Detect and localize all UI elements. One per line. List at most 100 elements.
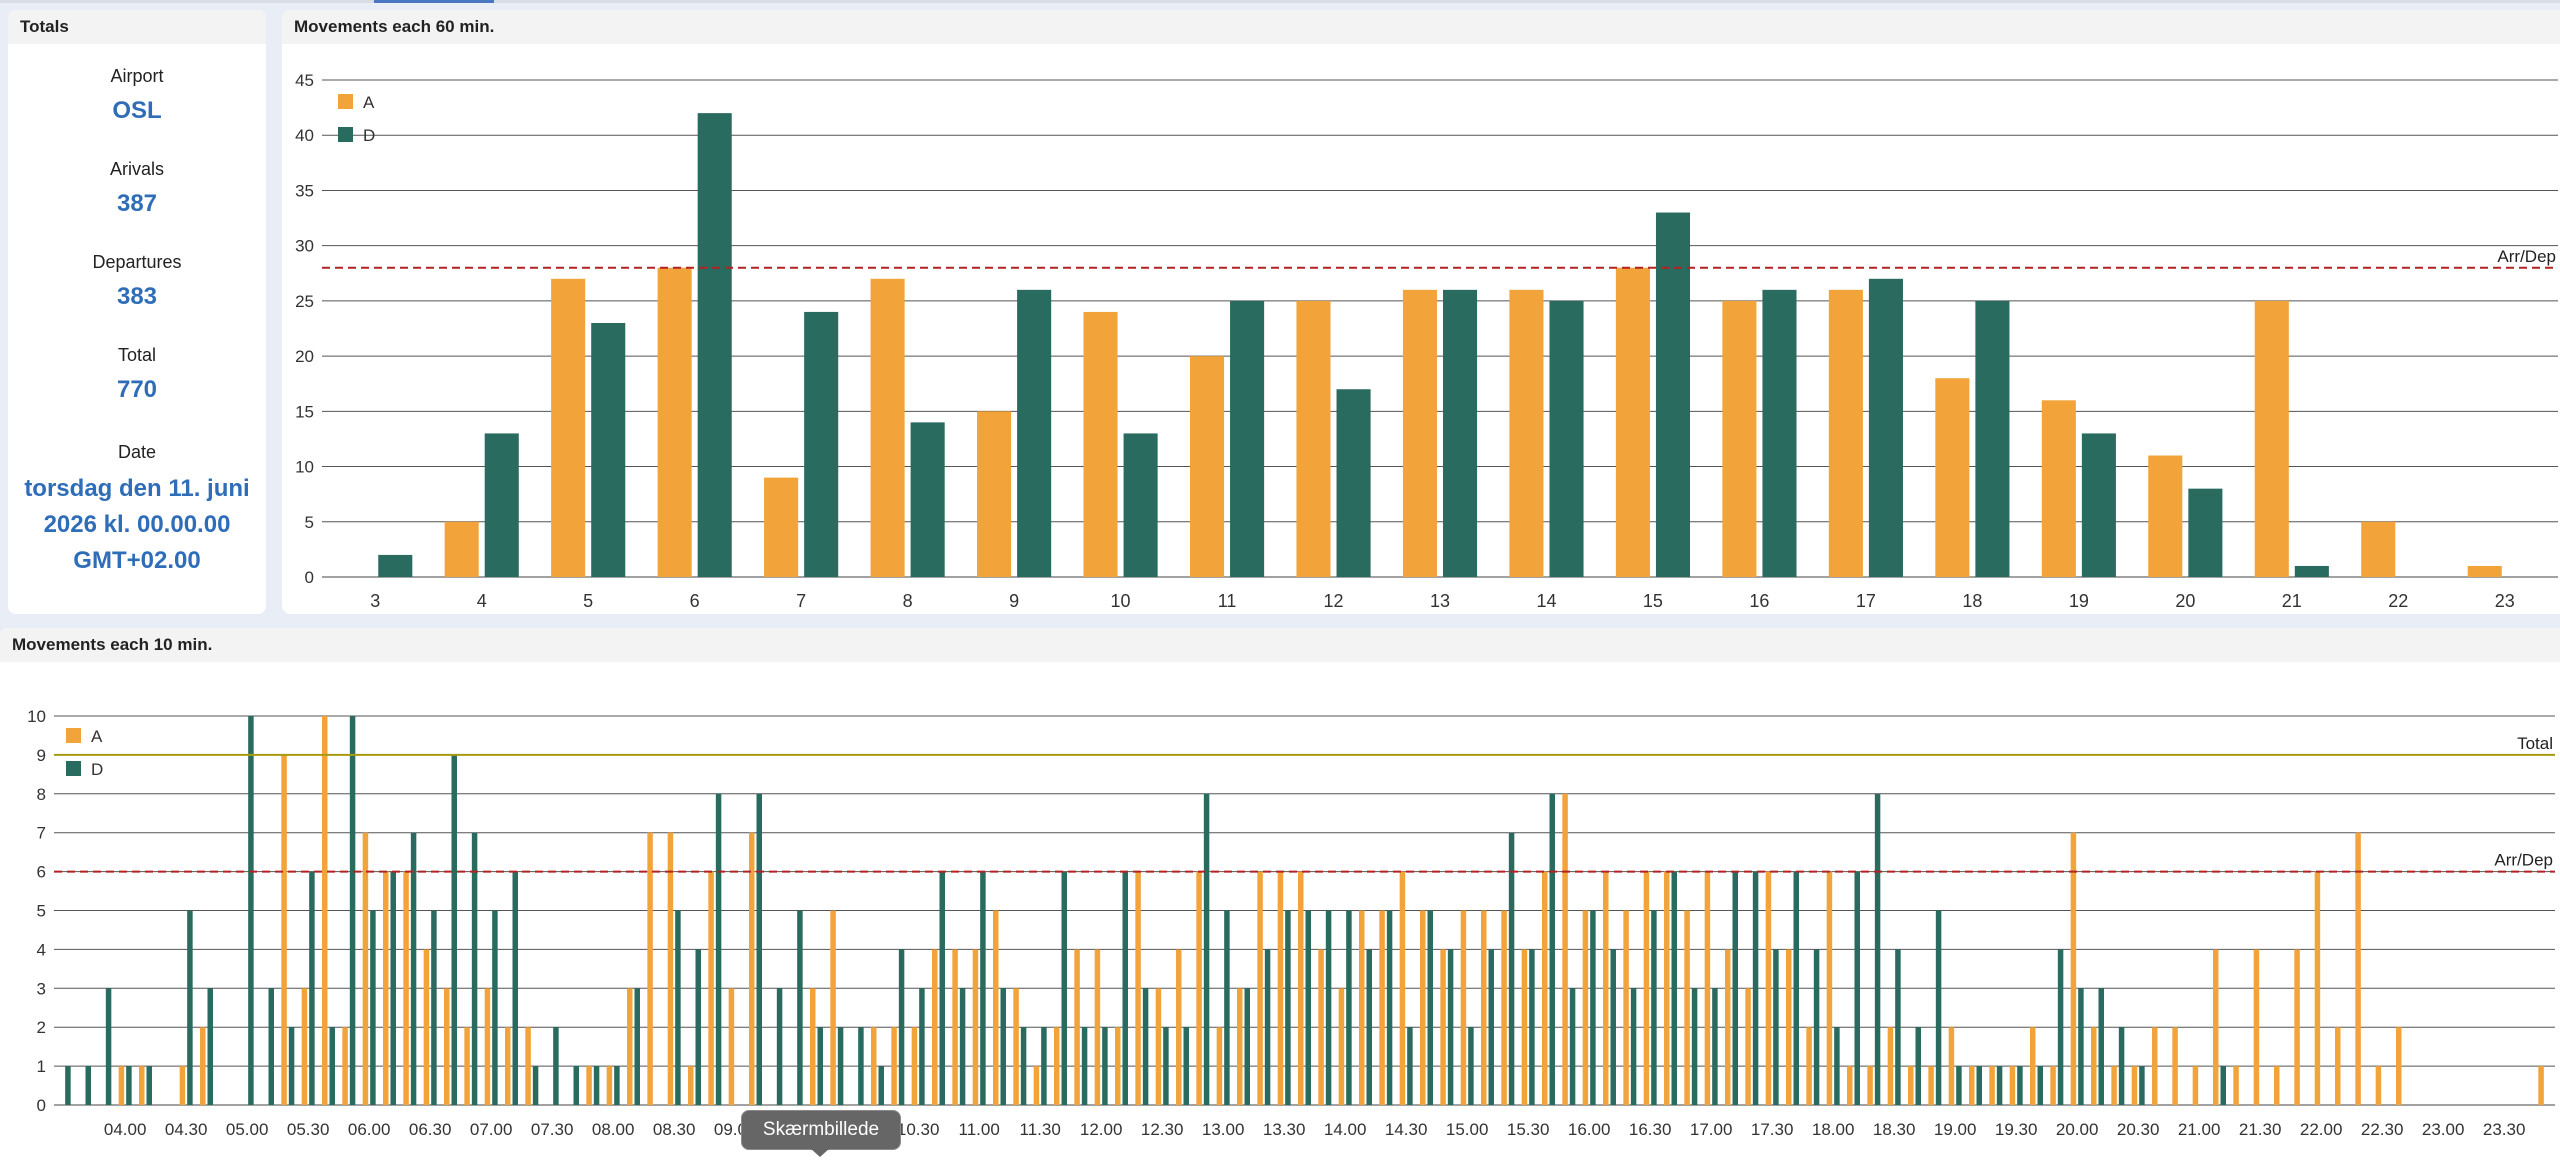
x-tick-label: 19 xyxy=(2069,591,2089,611)
bar-A xyxy=(667,832,674,1105)
y-tick-label: 7 xyxy=(37,824,46,843)
bar-D xyxy=(146,1066,152,1105)
bar-D xyxy=(1346,910,1352,1105)
total-value: 770 xyxy=(116,376,158,403)
x-tick-label: 14.00 xyxy=(1324,1120,1367,1139)
bar-A xyxy=(1277,871,1284,1105)
x-tick-label: 18.00 xyxy=(1812,1120,1855,1139)
bar-D xyxy=(573,1066,579,1105)
tenmin-chart-title: Movements each 10 min. xyxy=(0,628,2560,662)
bar-A xyxy=(1318,949,1324,1105)
x-tick-label: 22 xyxy=(2388,591,2408,611)
bar-D xyxy=(207,988,213,1105)
y-tick-label: 30 xyxy=(295,237,314,256)
x-tick-label: 21 xyxy=(2282,591,2302,611)
date-line-3: GMT+02.00 xyxy=(73,547,201,574)
totals-panel: Totals Airport OSL Arivals 387 Departure… xyxy=(8,10,266,614)
bar-A xyxy=(1867,1066,1873,1105)
bar-D xyxy=(1610,949,1616,1105)
bar-D xyxy=(105,988,112,1105)
x-tick-label: 06.00 xyxy=(348,1120,391,1139)
bar-A xyxy=(749,832,755,1105)
y-tick-label: 0 xyxy=(305,568,314,587)
x-tick-label: 08.00 xyxy=(592,1120,635,1139)
bar-A xyxy=(728,988,735,1105)
reference-line-label: Arr/Dep xyxy=(2494,851,2553,870)
bar-D xyxy=(268,988,274,1105)
bar-D xyxy=(1142,988,1149,1105)
bar-D xyxy=(1630,988,1637,1105)
total-block: Total 770 xyxy=(8,345,266,404)
bar-A xyxy=(444,521,479,577)
total-label: Total xyxy=(117,345,157,365)
y-tick-label: 15 xyxy=(295,402,314,421)
x-tick-label: 23 xyxy=(2495,591,2515,611)
bar-A xyxy=(1826,871,1833,1105)
bar-D xyxy=(837,1027,844,1105)
bar-D xyxy=(1813,949,1820,1105)
bar-D xyxy=(309,871,315,1105)
bar-A xyxy=(2274,1066,2280,1105)
bar-D xyxy=(1975,300,2010,577)
bar-A xyxy=(2538,1066,2544,1105)
bar-A xyxy=(911,1027,918,1105)
arrivals-label: Arivals xyxy=(109,159,164,179)
bar-A xyxy=(1745,988,1751,1105)
bar-A xyxy=(1420,910,1426,1105)
bar-A xyxy=(1704,871,1711,1105)
bar-A xyxy=(200,1027,206,1105)
x-tick-label: 08.30 xyxy=(653,1120,696,1139)
bar-D xyxy=(1935,910,1942,1105)
bar-D xyxy=(1976,1066,1982,1105)
bar-D xyxy=(919,988,925,1105)
y-tick-label: 6 xyxy=(37,863,46,882)
x-tick-label: 21.30 xyxy=(2239,1120,2282,1139)
bar-D xyxy=(1874,793,1881,1105)
bar-D xyxy=(1447,949,1454,1105)
bar-D xyxy=(1122,871,1128,1105)
bar-A xyxy=(1562,793,1568,1105)
bar-D xyxy=(1712,988,1718,1105)
bar-D xyxy=(1549,793,1555,1105)
bar-D xyxy=(1123,433,1158,577)
bar-D xyxy=(1443,289,1478,577)
arrivals-block: Arivals 387 xyxy=(8,159,266,218)
bar-A xyxy=(1440,949,1446,1105)
bar-A xyxy=(464,1027,470,1105)
y-tick-label: 10 xyxy=(27,707,46,726)
bar-A xyxy=(2030,1027,2036,1105)
bar-D xyxy=(1956,1066,1962,1105)
bar-D xyxy=(349,716,356,1105)
bar-A xyxy=(2050,1066,2056,1105)
x-tick-label: 15 xyxy=(1643,591,1663,611)
bar-D xyxy=(1230,300,1265,577)
x-tick-label: 06.30 xyxy=(409,1120,452,1139)
bar-D xyxy=(1996,1066,2003,1105)
date-block: Date torsdag den 11. juni 2026 kl. 00.00… xyxy=(8,442,266,579)
bar-A xyxy=(870,278,905,577)
bar-A xyxy=(1135,871,1141,1105)
bar-D xyxy=(776,988,783,1105)
bar-D xyxy=(329,1027,335,1105)
y-tick-label: 2 xyxy=(37,1018,46,1037)
x-tick-label: 5 xyxy=(583,591,593,611)
x-tick-label: 05.30 xyxy=(287,1120,330,1139)
bar-A xyxy=(1948,1027,1955,1105)
y-tick-label: 9 xyxy=(37,746,46,765)
bar-A xyxy=(2148,455,2183,577)
x-tick-label: 13 xyxy=(1430,591,1450,611)
bar-D xyxy=(2081,433,2116,577)
bar-D xyxy=(1762,289,1797,577)
bar-D xyxy=(980,871,986,1105)
bar-A xyxy=(1399,871,1406,1105)
bar-D xyxy=(1102,1027,1108,1105)
active-tab-indicator[interactable] xyxy=(374,0,494,3)
bar-A xyxy=(606,1066,613,1105)
bar-D xyxy=(1691,988,1698,1105)
bar-A xyxy=(586,1066,592,1105)
x-tick-label: 16.30 xyxy=(1629,1120,1672,1139)
bar-D xyxy=(2118,1027,2125,1105)
bar-A xyxy=(2041,400,2076,577)
bar-A xyxy=(891,1027,897,1105)
bar-A xyxy=(657,267,692,577)
